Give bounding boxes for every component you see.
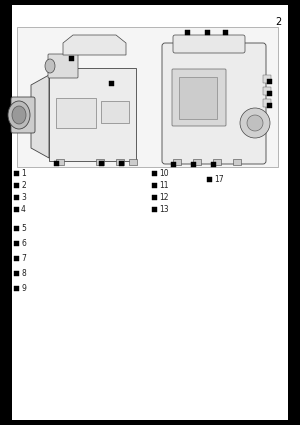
Bar: [179, 77, 217, 119]
Bar: [14, 241, 19, 246]
Bar: [101, 101, 129, 123]
Text: 2: 2: [21, 181, 26, 190]
Bar: [109, 80, 113, 85]
FancyBboxPatch shape: [172, 69, 226, 126]
Polygon shape: [63, 35, 126, 55]
Text: 5: 5: [21, 224, 26, 233]
Bar: [129, 159, 137, 165]
Text: 4: 4: [21, 205, 26, 214]
Bar: [170, 162, 175, 167]
Bar: [152, 183, 157, 188]
Text: 13: 13: [159, 205, 169, 214]
Bar: [14, 226, 19, 231]
Bar: [213, 159, 221, 165]
Bar: [14, 183, 19, 188]
Bar: [14, 256, 19, 261]
Bar: [263, 87, 271, 95]
Bar: [152, 207, 157, 212]
Text: 1: 1: [21, 169, 26, 178]
Bar: [205, 30, 209, 35]
Bar: [14, 195, 19, 200]
Text: 8: 8: [21, 269, 26, 278]
Bar: [263, 75, 271, 83]
Bar: [68, 56, 74, 60]
Text: 17: 17: [214, 175, 224, 184]
Bar: [17, 27, 278, 167]
Text: 6: 6: [21, 239, 26, 248]
Bar: [190, 162, 196, 167]
Bar: [207, 177, 212, 182]
Bar: [152, 171, 157, 176]
Bar: [263, 99, 271, 107]
Bar: [14, 171, 19, 176]
Circle shape: [240, 108, 270, 138]
Text: 12: 12: [159, 193, 169, 202]
Bar: [184, 30, 190, 35]
Bar: [118, 161, 124, 165]
Bar: [193, 159, 201, 165]
FancyBboxPatch shape: [162, 43, 266, 164]
FancyBboxPatch shape: [48, 54, 78, 78]
Bar: [56, 159, 64, 165]
Bar: [53, 161, 58, 165]
Bar: [14, 271, 19, 276]
Bar: [14, 286, 19, 291]
Polygon shape: [31, 75, 49, 158]
Ellipse shape: [12, 106, 26, 124]
Bar: [211, 162, 215, 167]
Bar: [267, 91, 272, 96]
Bar: [152, 195, 157, 200]
Bar: [56, 98, 96, 128]
Bar: [267, 79, 272, 83]
Bar: [116, 159, 124, 165]
Text: 11: 11: [159, 181, 169, 190]
Bar: [267, 102, 272, 108]
FancyBboxPatch shape: [11, 97, 35, 133]
Text: 10: 10: [159, 169, 169, 178]
Text: 9: 9: [21, 284, 26, 293]
Ellipse shape: [45, 59, 55, 73]
Ellipse shape: [8, 101, 30, 129]
Bar: [173, 159, 181, 165]
Bar: [233, 159, 241, 165]
Text: 2: 2: [276, 17, 282, 27]
Circle shape: [247, 115, 263, 131]
Bar: [96, 159, 104, 165]
FancyBboxPatch shape: [173, 35, 245, 53]
Polygon shape: [49, 68, 136, 161]
Bar: [98, 161, 104, 165]
Bar: [223, 30, 227, 35]
Text: 3: 3: [21, 193, 26, 202]
Text: 7: 7: [21, 254, 26, 263]
Bar: [14, 207, 19, 212]
